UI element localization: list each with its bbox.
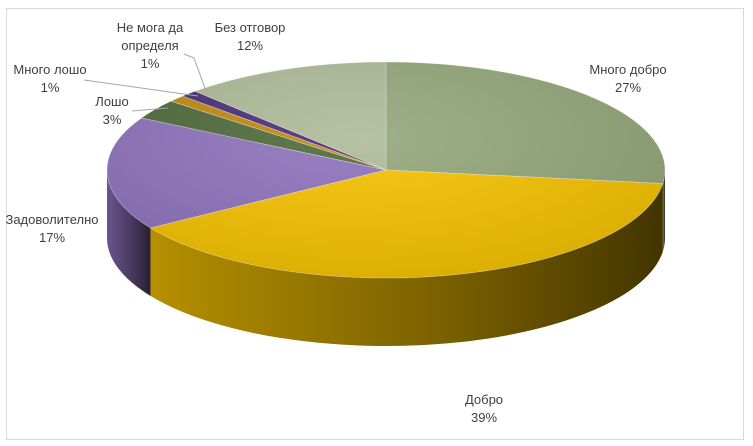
data-label-лошо-name: Лошо <box>95 94 128 109</box>
data-label-без-отговор-value: 12% <box>237 38 263 53</box>
pie-side-shade-добро <box>150 183 663 347</box>
data-label-много-лошо-name: Много лошо <box>13 62 86 77</box>
pie-side-shade-задоволително <box>107 170 151 296</box>
pie-top-shading <box>107 62 665 278</box>
pie-sides <box>107 170 665 347</box>
leader-line-лошо <box>131 107 169 112</box>
pie-tops <box>106 61 666 279</box>
leader-line-не-мога-да-определя <box>183 53 207 92</box>
data-label-задоволително-value: 17% <box>39 230 65 245</box>
data-label-добро-name: Добро <box>465 392 503 407</box>
data-label-лошо-value: 3% <box>103 112 122 127</box>
data-label-много-лошо-value: 1% <box>41 80 60 95</box>
data-label-много-добро-name: Много добро <box>589 62 666 77</box>
data-label-не-мога-да-определя-value: 1% <box>141 56 160 71</box>
leader-line-много-лошо <box>83 79 199 97</box>
data-label-не-мога-да-определя-name: определя <box>121 38 178 53</box>
data-label-не-мога-да-определя-name: Не мога да <box>117 20 184 35</box>
data-label-без-отговор-name: Без отговор <box>215 20 286 35</box>
data-labels: Много добро 27% Добро 39% Задоволително 17% Ло… <box>5 20 666 425</box>
pie-side-shade-много-добро <box>662 170 665 252</box>
data-label-добро-value: 39% <box>471 410 497 425</box>
data-label-много-добро-value: 27% <box>615 80 641 95</box>
data-label-задоволително-name: Задоволително <box>5 212 98 227</box>
leader-lines <box>83 53 207 112</box>
